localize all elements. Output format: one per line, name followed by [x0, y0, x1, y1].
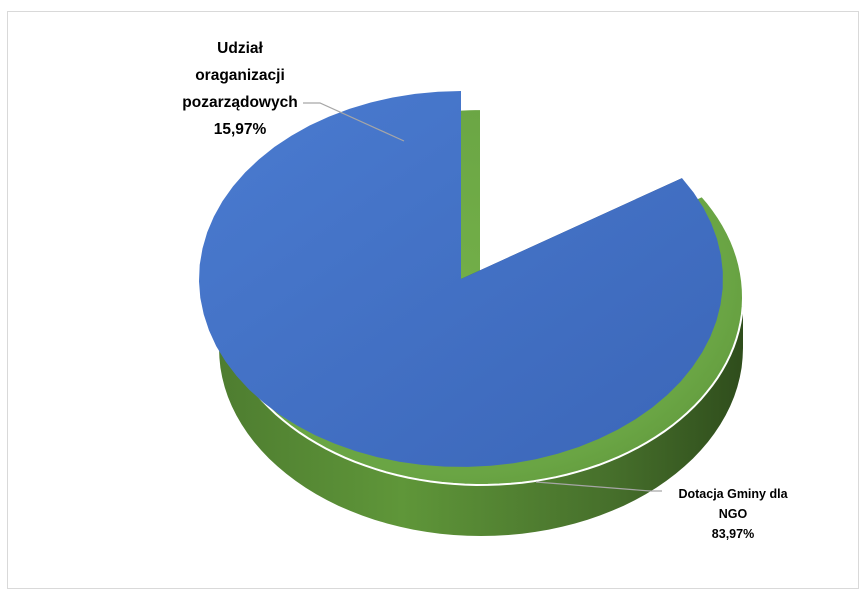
- slice-label-municipal-grant-line-2: NGO: [719, 507, 748, 521]
- slice-ngo-share: [199, 91, 723, 467]
- leader-line-ngo-share: [303, 102, 405, 142]
- slice-label-ngo-share-line-3: pozarządowych: [182, 94, 297, 111]
- slice-side-municipal-grant: [219, 297, 743, 536]
- slice-label-ngo-share-line-1: Udział: [217, 40, 263, 57]
- slice-label-ngo-share-line-2: oraganizacji: [195, 67, 285, 84]
- slice-value-ngo-share: 15,97%: [214, 121, 267, 138]
- slice-value-municipal-grant: 83,97%: [712, 527, 754, 541]
- slice-label-municipal-grant-line-1: Dotacja Gminy dla: [678, 487, 788, 501]
- leader-line-municipal-grant: [535, 481, 662, 492]
